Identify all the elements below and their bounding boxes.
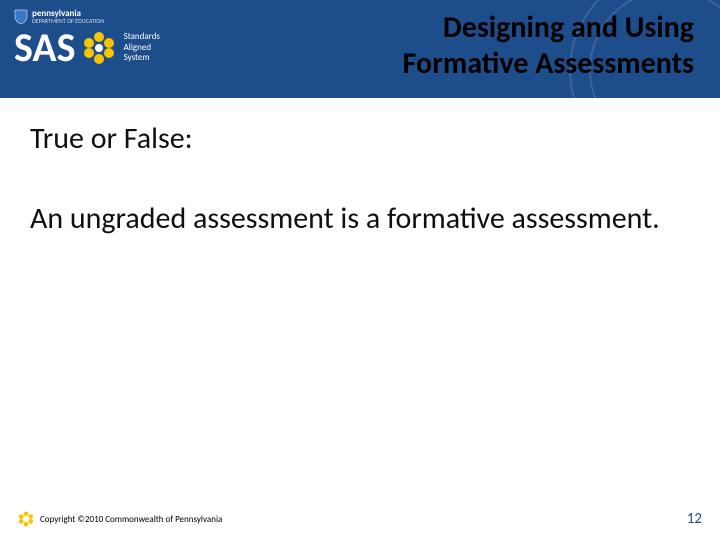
sas-logo-row: SAS Standards Aligned System [14, 28, 160, 68]
question-prompt: True or False: [30, 120, 690, 157]
content-area: True or False: An ungraded assessment is… [30, 120, 690, 237]
header-bar: pennsylvania DEPARTMENT OF EDUCATION SAS… [0, 0, 720, 98]
sas-logo-text: SAS [14, 28, 76, 68]
title-line1: Designing and Using [403, 10, 694, 46]
slide-title: Designing and Using Formative Assessment… [403, 10, 694, 82]
question-statement: An ungraded assessment is a formative as… [30, 201, 670, 237]
footer-left: Copyright ©2010 Commonwealth of Pennsylv… [18, 511, 222, 527]
molecule-icon [82, 31, 116, 65]
copyright-text: Copyright ©2010 Commonwealth of Pennsylv… [40, 514, 222, 525]
page-number: 12 [687, 510, 702, 528]
footer-molecule-icon [18, 511, 34, 527]
keystone-icon [14, 8, 28, 24]
title-line2: Formative Assessments [403, 46, 694, 82]
footer: Copyright ©2010 Commonwealth of Pennsylv… [0, 506, 720, 540]
logo-area: pennsylvania DEPARTMENT OF EDUCATION SAS… [14, 8, 160, 68]
pa-department-text: pennsylvania DEPARTMENT OF EDUCATION [32, 9, 104, 24]
pa-department-logo: pennsylvania DEPARTMENT OF EDUCATION [14, 8, 160, 24]
slide: pennsylvania DEPARTMENT OF EDUCATION SAS… [0, 0, 720, 540]
sas-sub-line3: System [124, 53, 160, 63]
sas-subtitle: Standards Aligned System [124, 32, 160, 63]
